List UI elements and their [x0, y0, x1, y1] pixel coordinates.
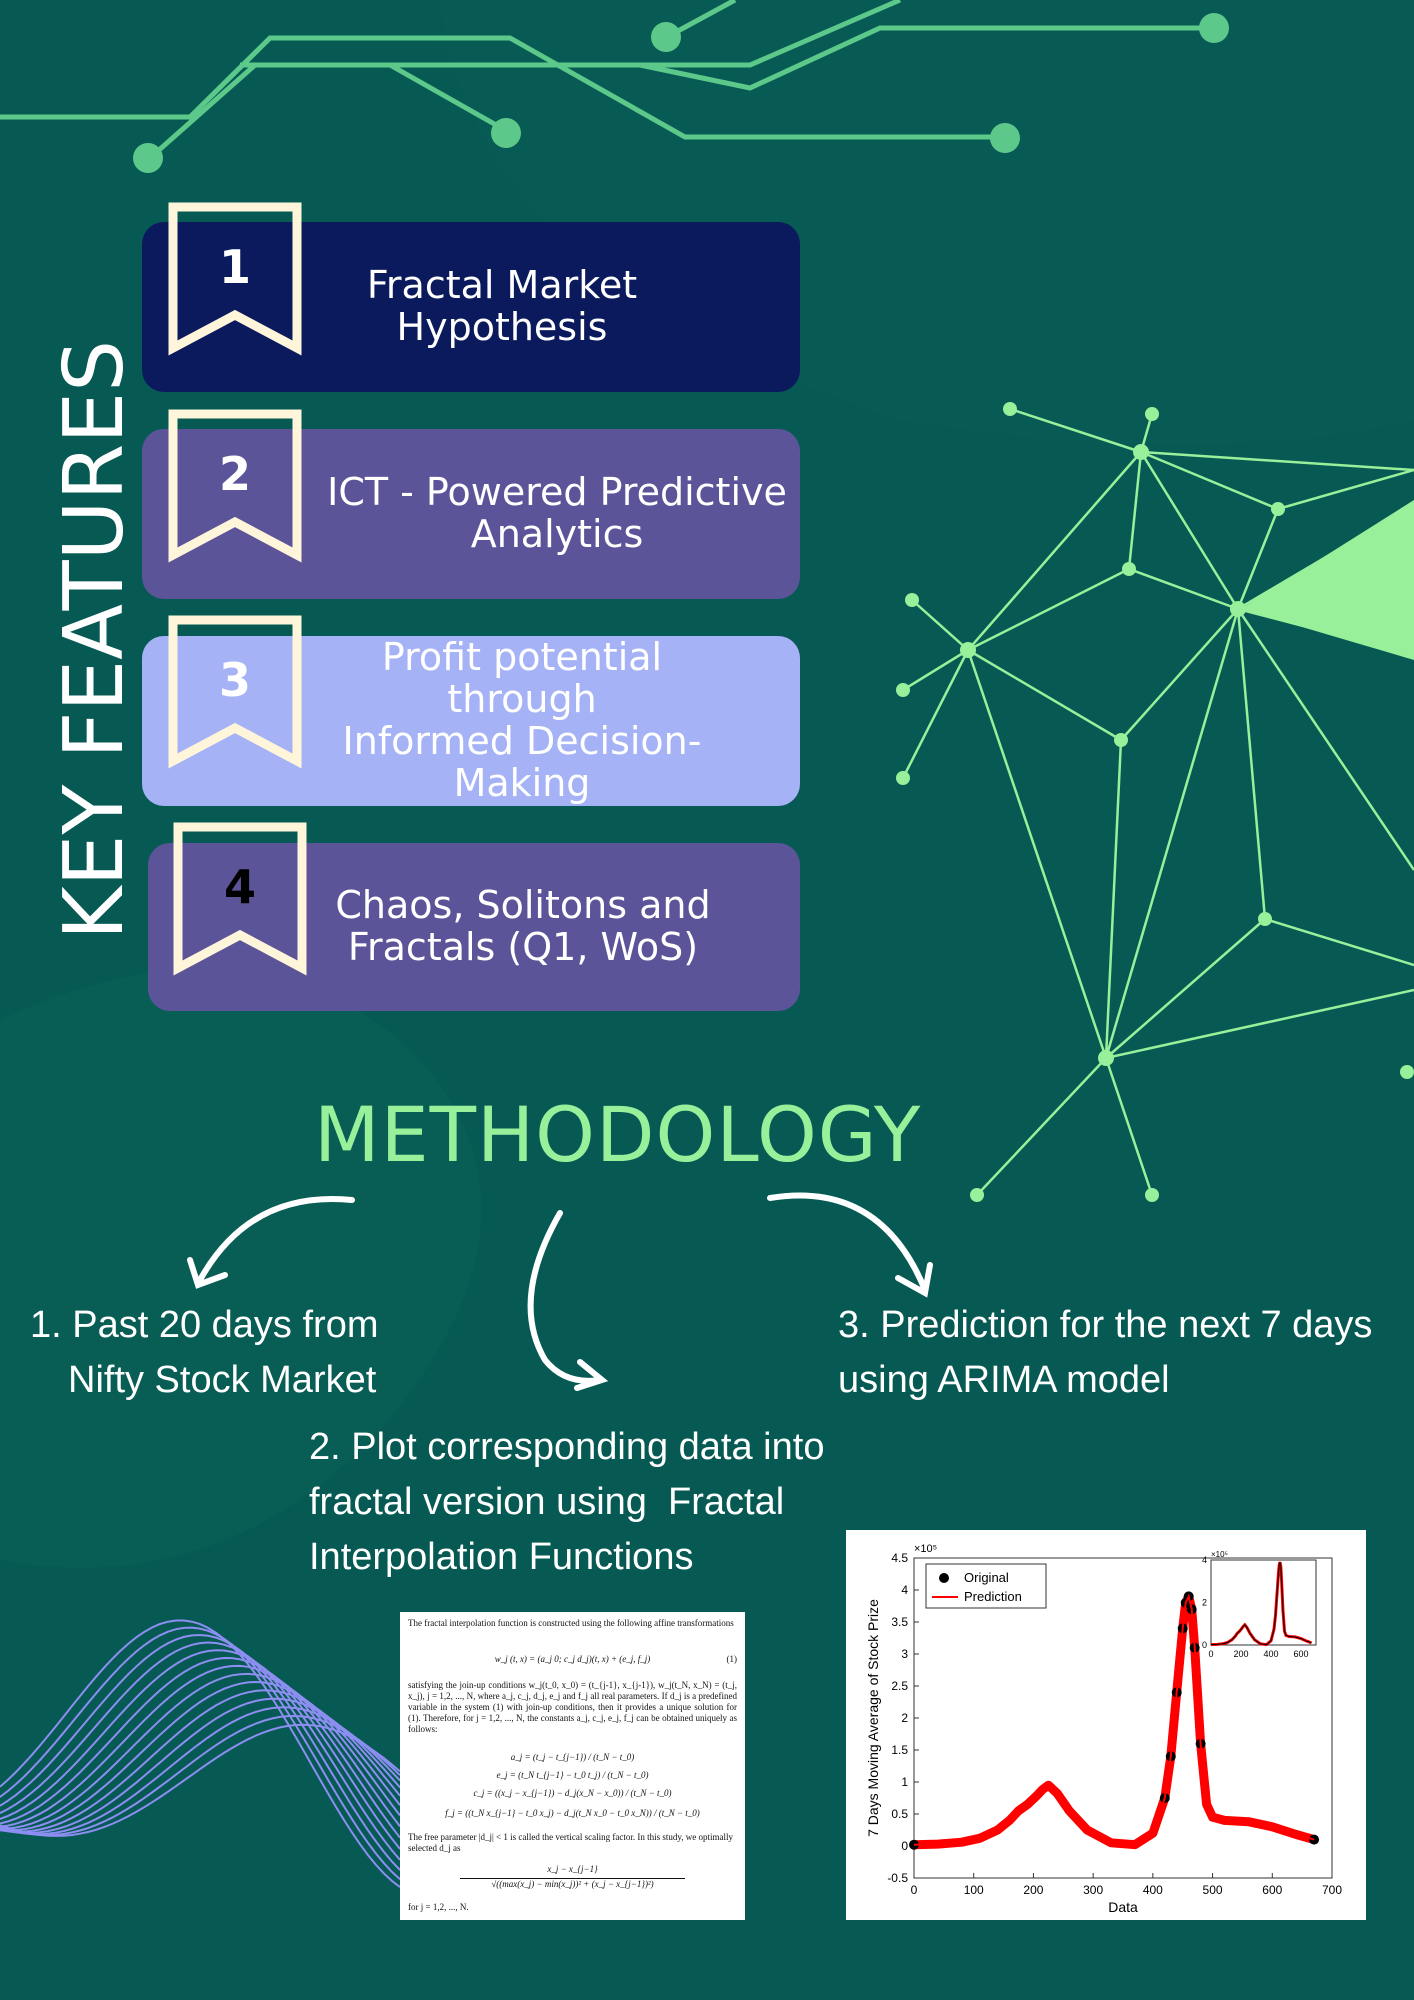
feature-number-4: 4: [223, 860, 256, 914]
y-tick-label: 0.5: [891, 1807, 908, 1821]
methodology-arrows: [187, 1192, 933, 1391]
wave-line: [0, 1656, 401, 1839]
x-tick-label: 700: [1322, 1883, 1342, 1897]
svg-text:KEY FEATURES: KEY FEATURES: [47, 340, 140, 940]
key-features-title: KEY FEATURES: [47, 340, 140, 940]
inset-x-tick-label: 0: [1208, 1649, 1213, 1659]
paper-eq1-num: (1): [726, 1654, 738, 1664]
arrow-left: [197, 1196, 355, 1283]
inset-x-tick-label: 400: [1263, 1649, 1278, 1659]
y-exponent-label: ×10⁵: [914, 1543, 937, 1555]
ribbon-badges: [168, 202, 307, 976]
feature-card-1: Fractal Market Hypothesis: [142, 222, 800, 392]
paper-for: for j = 1,2, ..., N.: [408, 1902, 469, 1912]
x-tick-label: 500: [1203, 1883, 1223, 1897]
wave-line: [0, 1626, 401, 1881]
ribbon-icon-4: [173, 822, 307, 976]
legend-label-prediction: Prediction: [964, 1589, 1022, 1604]
y-tick-label: 3.5: [891, 1615, 908, 1629]
paper-a-eq: a_j = (t_j − t_{j−1}) / (t_N − t_0): [510, 1752, 635, 1762]
prediction-chart: 0 100 200 300 400 500 600 700 -0.5 0 0.5 1 1.5 2 2.5 3 3…: [846, 1530, 1366, 1920]
ribbon-icon-2: [168, 409, 302, 563]
wave-line: [0, 1689, 401, 1833]
x-tick-label: 100: [964, 1883, 984, 1897]
y-axis-label: 7 Days Moving Average of Stock Prize: [865, 1599, 881, 1837]
paper-d-num: x_j − x_{j−1}: [547, 1864, 598, 1874]
y-tick-label: 2.5: [891, 1679, 908, 1693]
x-tick-label: 600: [1262, 1883, 1282, 1897]
y-tick-label: 4.5: [891, 1551, 908, 1565]
paper-c-eq: c_j = ((x_j − x_{j−1}) − d_j(x_N − x_0))…: [473, 1788, 672, 1798]
paper-intro: The fractal interpolation function is co…: [408, 1618, 734, 1628]
paper-excerpt: The fractal interpolation function is co…: [400, 1612, 745, 1920]
wave-line: [0, 1664, 401, 1828]
x-tick-label: 400: [1143, 1883, 1163, 1897]
y-tick-label: 4: [901, 1583, 908, 1597]
wave-line: [0, 1672, 401, 1830]
inset-y-tick-label: 4: [1202, 1555, 1207, 1565]
paper-free: The free parameter |d_j| < 1 is called t…: [408, 1832, 733, 1853]
y-tick-label: -0.5: [887, 1871, 908, 1885]
prediction-line-core: [913, 1593, 1315, 1846]
legend-box: [925, 1563, 1047, 1609]
wave-line: [0, 1633, 401, 1871]
inset-x-tick-label: 600: [1293, 1649, 1308, 1659]
step-2: 2. Plot corresponding data into fractal …: [309, 1426, 825, 1578]
arrow-middle: [527, 1210, 603, 1384]
legend-marker-original: [939, 1573, 949, 1583]
chart-svg: 0 100 200 300 400 500 600 700-0.500.511.522.533…: [865, 1543, 1342, 1915]
paper-join: satisfying the join-up conditions w_j(t_…: [408, 1680, 737, 1734]
wave-line: [0, 1649, 401, 1850]
wave-line: [0, 1619, 401, 1888]
x-tick-label: 300: [1083, 1883, 1103, 1897]
y-tick-label: 1.5: [891, 1743, 908, 1757]
paper-e-eq: e_j = (t_N t_{j−1} − t_0 t_j) / (t_N − t…: [496, 1770, 649, 1780]
inset-original-line: [1210, 1561, 1312, 1646]
feature-card-2: ICT - Powered Predictive Analytics: [142, 429, 800, 599]
network-nodes: [896, 402, 1414, 1202]
y-tick-label: 0: [901, 1839, 908, 1853]
y-tick-label: 3: [901, 1647, 908, 1661]
circuit-nodes: [133, 13, 1229, 173]
inset-y-tick-label: 0: [1202, 1640, 1207, 1650]
arrow-right: [767, 1192, 928, 1293]
wave-line: [0, 1641, 401, 1861]
circuit-lines: [0, 0, 1215, 160]
wave-decoration: [0, 1619, 401, 1888]
network-wedge: [1241, 500, 1414, 660]
paper-f-eq: f_j = ((t_N x_{j−1} − t_0 x_j) − d_j(t_N…: [445, 1808, 700, 1818]
paper-d-den: √((max(x_j) − min(x_j))² + (x_j − x_{j−1…: [460, 1878, 685, 1890]
ribbon-icon-3: [168, 615, 302, 769]
step-3: 3. Prediction for the next 7 days using …: [838, 1304, 1373, 1401]
network-graph: [901, 407, 1414, 1196]
legend-label-original: Original: [964, 1570, 1009, 1585]
feature-text-4: Chaos, Solitons and Fractals (Q1, WoS): [335, 883, 711, 969]
original-point: [909, 1839, 919, 1850]
feature-number-1: 1: [218, 240, 251, 294]
feature-text-1: Fractal Market Hypothesis: [366, 263, 638, 350]
methodology-title: METHODOLOGY: [314, 1090, 922, 1179]
wave-line: [0, 1680, 401, 1832]
ribbon-icon-1: [168, 202, 302, 356]
x-tick-label: 200: [1023, 1883, 1043, 1897]
feature-card-3: Profit potential through Informed Decisi…: [142, 636, 800, 806]
feature-card-4: Chaos, Solitons and Fractals (Q1, WoS): [148, 843, 800, 1011]
feature-text-2: ICT - Powered Predictive Analytics: [327, 470, 787, 557]
x-tick-label: 0: [911, 1883, 918, 1897]
feature-text-3: Profit potential through Informed Decisi…: [342, 635, 702, 805]
y-tick-label: 2: [901, 1711, 908, 1725]
y-tick-label: 1: [901, 1775, 908, 1789]
feature-number-2: 2: [218, 447, 251, 501]
inset-exponent-label: ×10⁵: [1211, 1550, 1228, 1559]
paper-eq1: w_j (t, x) = (a_j 0; c_j d_j)(t, x) + (e…: [494, 1654, 651, 1664]
inset-y-tick-label: 2: [1202, 1598, 1207, 1608]
inset-plot-area: [1210, 1559, 1317, 1646]
feature-number-3: 3: [218, 653, 251, 707]
step-1: 1. Past 20 days from Nifty Stock Market: [30, 1304, 379, 1401]
inset-x-tick-label: 200: [1233, 1649, 1248, 1659]
x-axis-label: Data: [1108, 1899, 1138, 1915]
